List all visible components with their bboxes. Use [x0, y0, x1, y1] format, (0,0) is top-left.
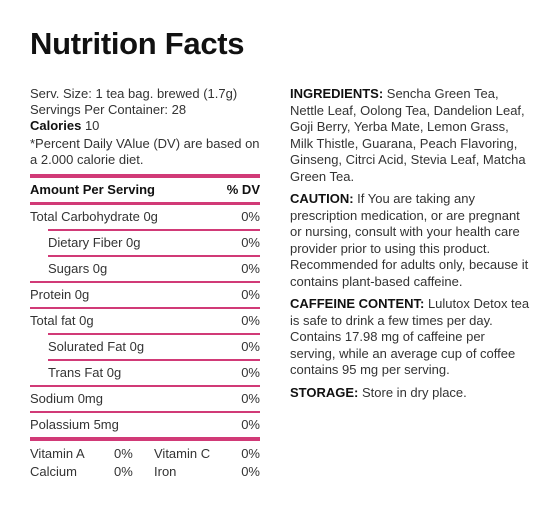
nutrient-dv: 0%	[241, 235, 260, 250]
nutrition-panel: Serv. Size: 1 tea bag. brewed (1.7g) Ser…	[30, 86, 260, 481]
vitamin-dv: 0%	[114, 464, 133, 479]
table-row: Protein 0g 0%	[30, 283, 260, 307]
nutrient-dv: 0%	[241, 287, 260, 302]
vitamin-label: Vitamin A	[30, 446, 85, 461]
nutrient-dv: 0%	[241, 261, 260, 276]
nutrient-dv: 0%	[241, 391, 260, 406]
caffeine-section: CAFFEINE CONTENT: Lulutox Detox tea is s…	[290, 296, 532, 379]
nutrient-label: Total fat 0g	[30, 313, 94, 328]
table-row: Total Carbohydrate 0g 0%	[30, 205, 260, 229]
vitamin-dv: 0%	[114, 446, 133, 461]
storage-label: STORAGE:	[290, 384, 359, 400]
vitamin-label: Vitamin C	[154, 446, 211, 461]
table-row: Dietary Fiber 0g 0%	[30, 231, 260, 255]
storage-section: STORAGE: Store in dry place.	[290, 385, 532, 402]
calories-label: Calories	[30, 118, 82, 133]
vitamin-dv: 0%	[241, 464, 260, 479]
table-row: Trans Fat 0g 0%	[30, 361, 260, 385]
calories-value: 10	[84, 118, 100, 133]
nutrient-dv: 0%	[241, 339, 260, 354]
table-header: Amount Per Serving % DV	[30, 178, 260, 202]
nutrient-label: Sodium 0mg	[30, 391, 103, 406]
nutrient-label: Protein 0g	[30, 287, 90, 302]
vitamin-label: Calcium	[30, 464, 77, 479]
caffeine-label: CAFFEINE CONTENT:	[290, 296, 425, 311]
divider	[30, 281, 260, 283]
caution-text: If You are taking any prescription medic…	[290, 191, 529, 289]
vitamins-grid: Vitamin A 0% Vitamin C 0% Calcium 0% Iro…	[30, 445, 260, 481]
divider	[48, 333, 260, 335]
info-column: INGREDIENTS: Sencha Green Tea, Nettle Le…	[290, 86, 532, 407]
divider	[30, 411, 260, 413]
nutrient-dv: 0%	[241, 417, 260, 432]
nutrient-label: Polassium 5mg	[30, 417, 119, 432]
nutrient-dv: 0%	[241, 365, 260, 380]
nutrient-label: Solurated Fat 0g	[48, 339, 145, 354]
divider	[48, 255, 260, 257]
dv-column-label: % DV	[226, 182, 260, 197]
divider	[30, 385, 260, 387]
nutrient-label: Trans Fat 0g	[48, 365, 122, 380]
serving-size: Serv. Size: 1 tea bag. brewed (1.7g)	[30, 86, 238, 101]
ingredients-section: INGREDIENTS: Sencha Green Tea, Nettle Le…	[290, 86, 532, 185]
nutrition-facts-title: Nutrition Facts	[30, 26, 245, 61]
table-row: Polassium 5mg 0%	[30, 413, 260, 437]
caution-section: CAUTION: If You are taking any prescript…	[290, 191, 532, 290]
divider-header	[30, 202, 260, 205]
divider-thick	[30, 437, 260, 441]
nutrient-label: Total Carbohydrate 0g	[30, 209, 158, 224]
storage-text: Store in dry place.	[358, 384, 467, 400]
table-row: Sugars 0g 0%	[30, 257, 260, 281]
divider-thick	[30, 174, 260, 178]
nutrient-label: Dietary Fiber 0g	[48, 235, 141, 250]
divider	[48, 229, 260, 231]
table-row: Sodium 0mg 0%	[30, 387, 260, 411]
vitamin-label: Iron	[154, 464, 177, 479]
nutrient-dv: 0%	[241, 313, 260, 328]
ingredients-text: Sencha Green Tea, Nettle Leaf, Oolong Te…	[290, 86, 526, 184]
servings-per-container: Servings Per Container: 28	[30, 102, 187, 117]
nutrient-dv: 0%	[241, 209, 260, 224]
caution-label: CAUTION:	[290, 191, 354, 206]
divider	[48, 359, 260, 361]
calories-line: Calories 10	[30, 118, 260, 134]
divider	[30, 307, 260, 309]
vitamin-dv: 0%	[241, 446, 260, 461]
table-row: Total fat 0g 0%	[30, 309, 260, 333]
ingredients-label: INGREDIENTS:	[290, 86, 384, 101]
nutrient-label: Sugars 0g	[48, 261, 108, 276]
caffeine-text: Lulutox Detox tea is safe to drink a few…	[290, 296, 530, 377]
amount-per-serving-label: Amount Per Serving	[30, 182, 155, 197]
dv-note: *Percent Daily VAlue (DV) are based on a…	[30, 136, 260, 167]
table-row: Solurated Fat 0g 0%	[30, 335, 260, 359]
